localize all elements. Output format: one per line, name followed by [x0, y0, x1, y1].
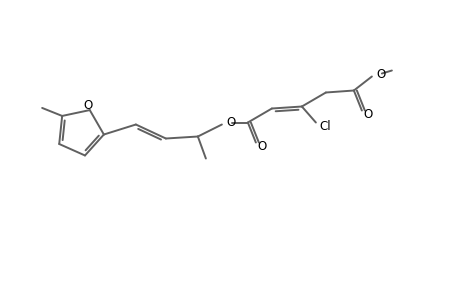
Text: O: O — [363, 108, 372, 121]
Text: O: O — [83, 99, 92, 112]
Text: O: O — [376, 68, 385, 81]
Text: O: O — [257, 140, 266, 153]
Text: Cl: Cl — [319, 120, 330, 133]
Text: O: O — [226, 116, 235, 129]
